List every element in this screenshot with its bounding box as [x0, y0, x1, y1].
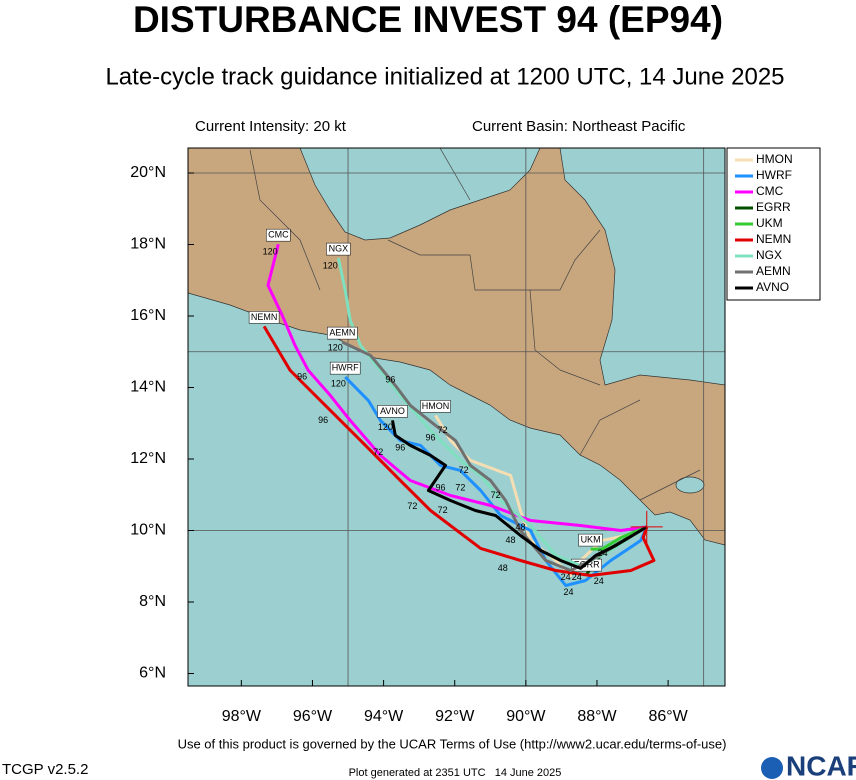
- axes: 98°W 96°W 94°W 92°W 90°W 88°W 86°W 6°N 8°N 10°N 12…: [130, 164, 688, 725]
- hour-label: 120: [263, 246, 278, 256]
- x-tick-label: 96°W: [293, 708, 333, 725]
- track: [262, 325, 656, 577]
- hour-label: 72: [373, 447, 383, 457]
- x-tick-label: 86°W: [648, 708, 688, 725]
- x-tick-label: 90°W: [506, 708, 546, 725]
- track-label-box: [266, 228, 291, 242]
- track-label-box: [329, 361, 361, 375]
- track-label-box: [578, 533, 603, 547]
- hour-label: 24: [594, 576, 604, 586]
- track-label: AVNO: [380, 406, 405, 416]
- legend-label: AVNO: [756, 280, 789, 294]
- track-label-box: [420, 400, 451, 413]
- gulf-of-mexico: [299, 148, 541, 241]
- tracks: HMONHWRFCMCEGRRUKMNEMNNGXAEMNAVNO1201201…: [248, 228, 663, 597]
- hour-label: 96: [395, 443, 405, 453]
- legend-label: UKM: [756, 216, 783, 230]
- hour-label: 72: [455, 483, 465, 493]
- track-label-box: [327, 326, 358, 340]
- hour-label: 96: [435, 483, 445, 493]
- x-tick-label: 94°W: [364, 708, 404, 725]
- track-label: UKM: [581, 534, 601, 544]
- hour-label: 24: [598, 548, 608, 558]
- hour-label: 24: [572, 572, 582, 582]
- track-label: NEMN: [251, 312, 278, 322]
- lake: [675, 476, 705, 494]
- borders: [249, 148, 701, 501]
- track-label: NGX: [329, 243, 349, 253]
- track-label: AEMN: [329, 327, 355, 337]
- track-label: CMC: [268, 230, 289, 240]
- legend-label: EGRR: [756, 200, 791, 214]
- legend-label: NGX: [756, 248, 782, 262]
- hour-label: 96: [385, 375, 395, 385]
- y-tick-label: 12°N: [130, 450, 166, 467]
- hour-label: 120: [331, 379, 346, 389]
- hour-label: 72: [407, 501, 417, 511]
- legend-label: NEMN: [756, 232, 791, 246]
- hour-label: 120: [378, 422, 393, 432]
- x-tick-label: 92°W: [435, 708, 475, 725]
- hour-label: 48: [516, 522, 526, 532]
- caribbean-sea: [559, 148, 725, 386]
- terms: Use of this product is governed by the U…: [178, 736, 727, 751]
- legend-label: HWRF: [756, 168, 792, 182]
- y-tick-label: 6°N: [139, 665, 166, 682]
- frame: [187, 147, 726, 687]
- y-tick-label: 20°N: [130, 164, 166, 181]
- map-area: HMONHWRFCMCEGRRUKMNEMNNGXAEMNAVNO1201201…: [188, 148, 725, 686]
- x-tick-label: 98°W: [222, 708, 262, 725]
- x-tick-label: 88°W: [577, 708, 617, 725]
- logo-mark: [761, 757, 783, 779]
- legend-label: CMC: [756, 184, 784, 198]
- track: [590, 525, 648, 551]
- hour-label: 48: [498, 563, 508, 573]
- basin: Current Basin: Northeast Pacific: [472, 118, 686, 135]
- hour-label: 72: [438, 425, 448, 435]
- generated: Plot generated at 2351 UTC 14 June 2025: [349, 767, 562, 779]
- intensity: Current Intensity: 20 kt: [195, 118, 347, 135]
- hour-label: 48: [506, 535, 516, 545]
- track-label-box: [377, 405, 408, 418]
- hour-label: 120: [323, 260, 338, 270]
- hour-label: 72: [459, 465, 469, 475]
- hour-label: 96: [297, 372, 307, 382]
- track-label-box: [248, 311, 280, 324]
- title: DISTURBANCE INVEST 94 (EP94): [133, 0, 723, 40]
- y-tick-label: 18°N: [130, 236, 166, 253]
- hour-label: 24: [564, 587, 574, 597]
- version: TCGP v2.5.2: [2, 761, 88, 778]
- track-label-box: [326, 242, 351, 256]
- y-tick-label: 14°N: [130, 379, 166, 396]
- y-tick-label: 8°N: [139, 593, 166, 610]
- track-label: HWRF: [332, 363, 359, 373]
- hour-label: 24: [561, 572, 571, 582]
- track: [391, 420, 648, 570]
- y-tick-label: 16°N: [130, 307, 166, 324]
- track: [266, 243, 648, 532]
- track-label: HMON: [422, 401, 450, 411]
- legend-entries: HMON HWRF CMC EGRR UKM NEMN NGX AEMN AVNO: [735, 152, 793, 294]
- subtitle: Late-cycle track guidance initialized at…: [105, 63, 784, 90]
- hour-label: 120: [328, 343, 343, 353]
- logo: NCAR: [786, 750, 856, 780]
- legend-label: HMON: [756, 152, 793, 166]
- hour-label: 96: [318, 415, 328, 425]
- y-tick-label: 10°N: [130, 522, 166, 539]
- hour-label: 96: [426, 433, 436, 443]
- hour-label: 72: [438, 505, 448, 515]
- legend-label: AEMN: [756, 264, 791, 278]
- hour-label: 72: [491, 490, 501, 500]
